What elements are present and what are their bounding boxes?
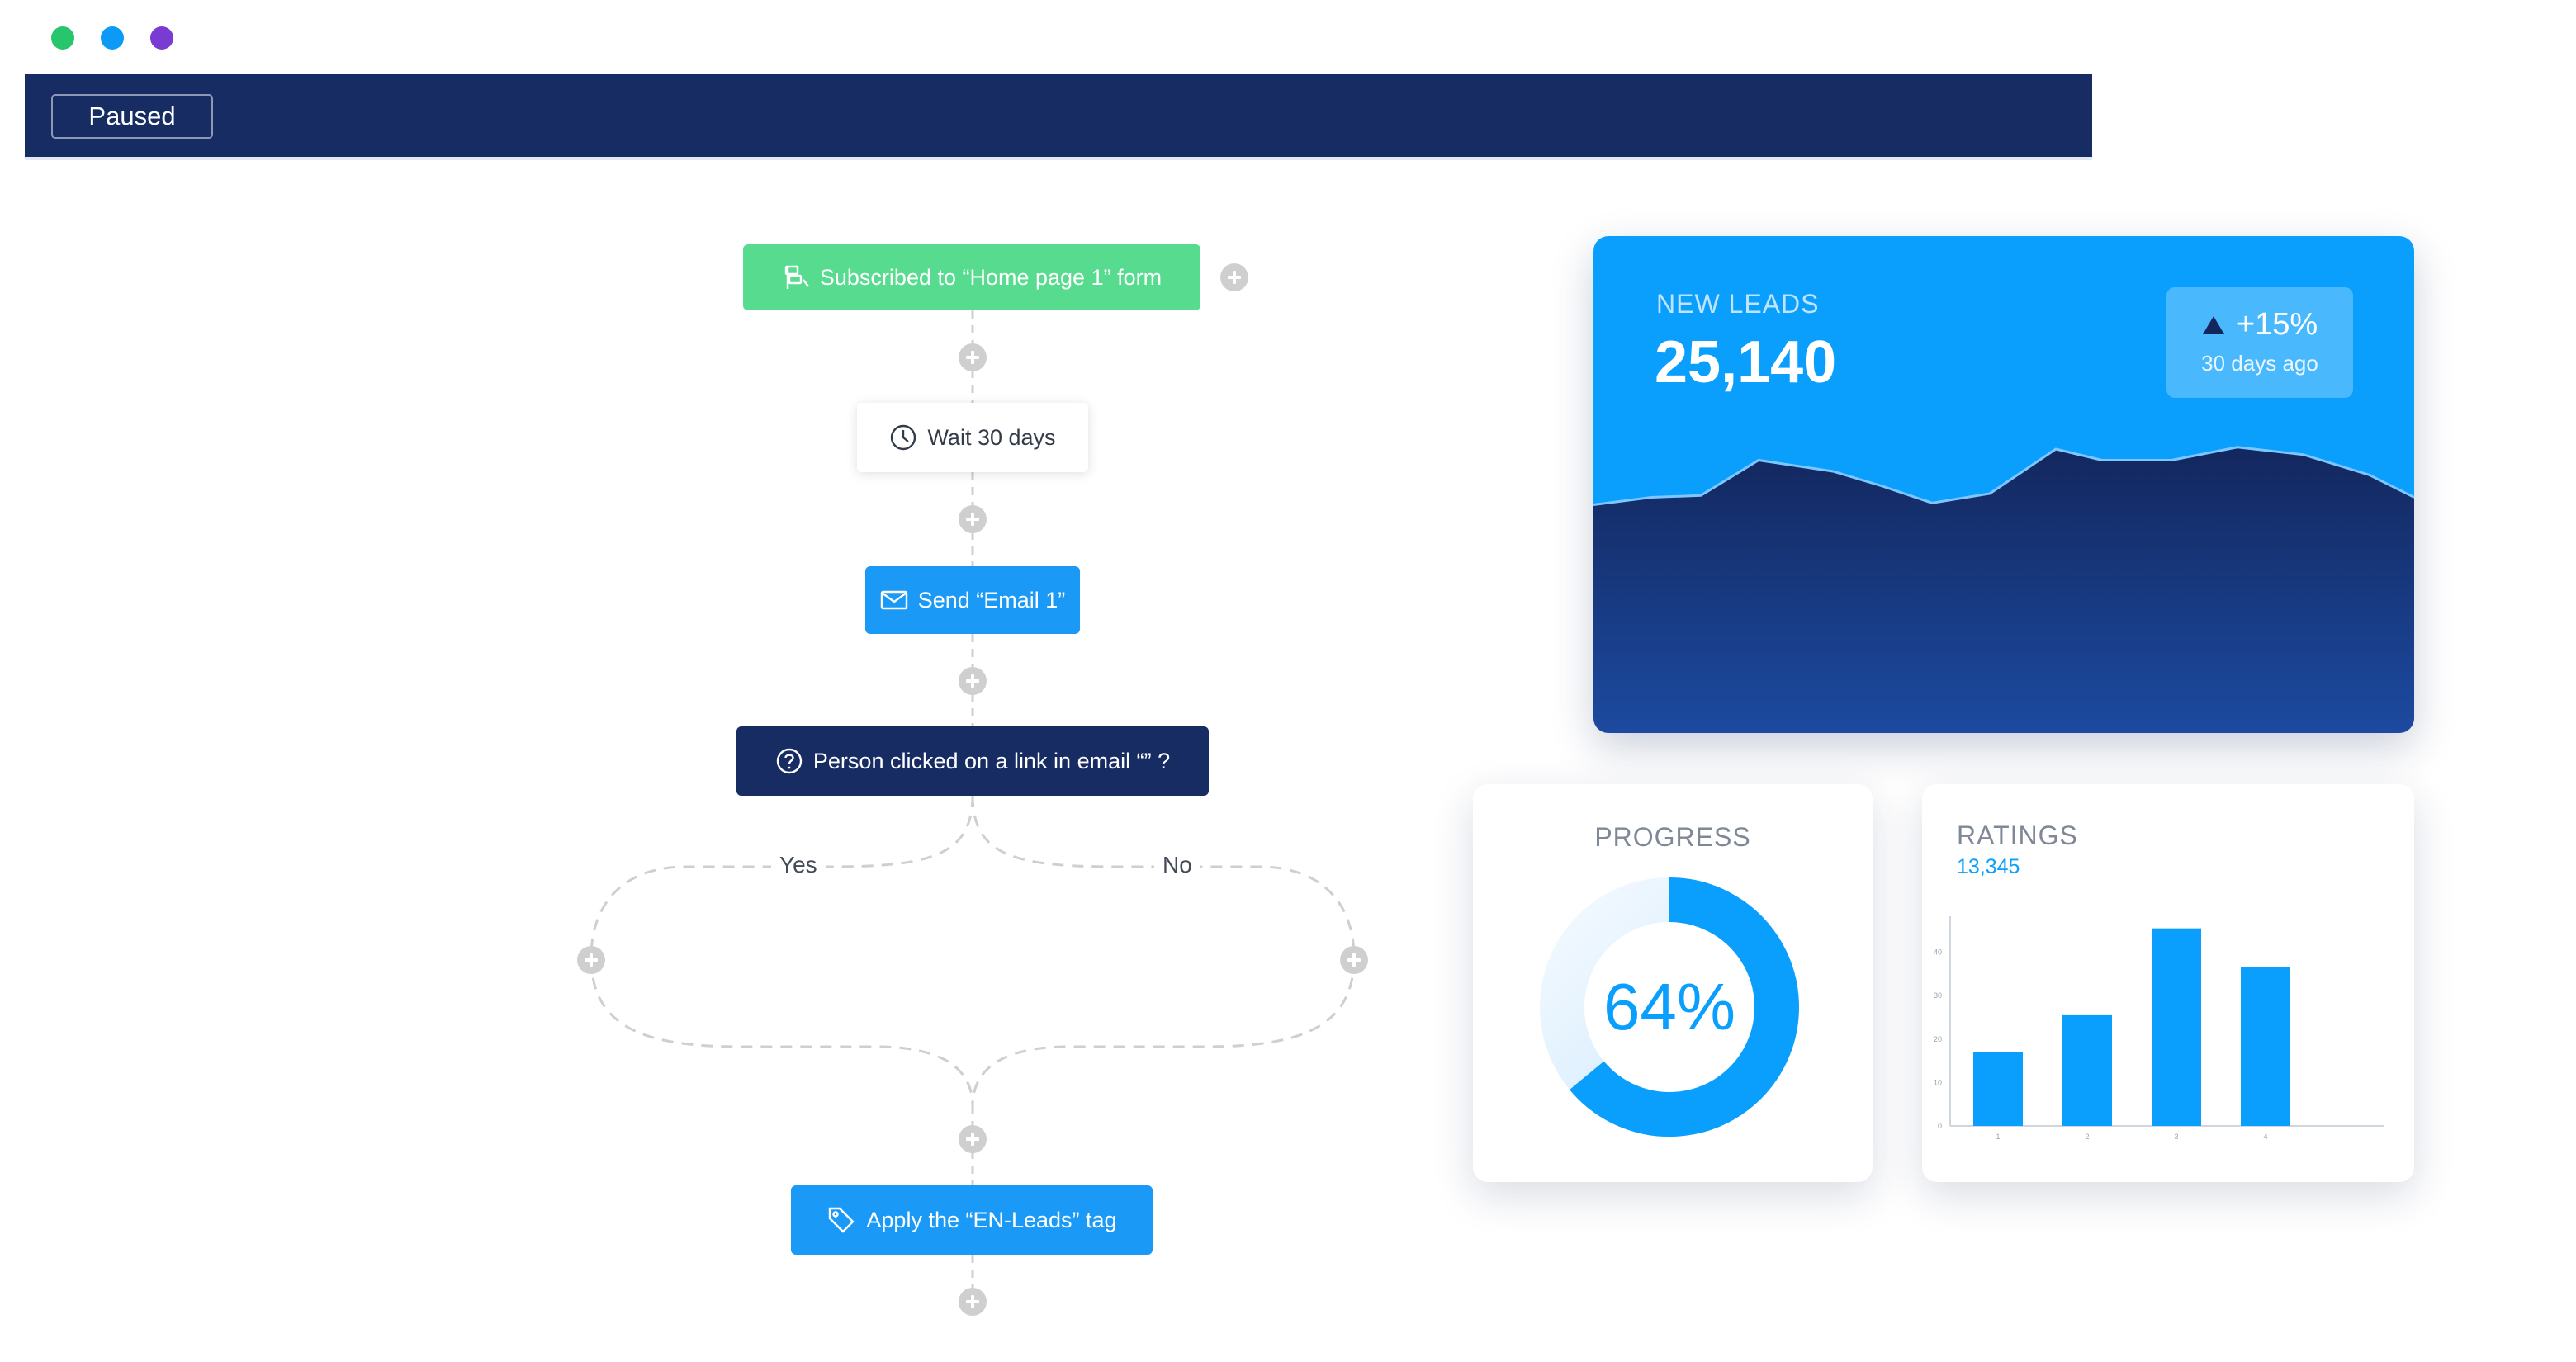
trigger-label: Subscribed to “Home page 1” form <box>819 264 1163 290</box>
wait-node[interactable]: Wait 30 days <box>857 403 1088 472</box>
add-yes-branch-step-button[interactable] <box>577 946 605 974</box>
x-tick-label: 1 <box>1996 1133 2000 1141</box>
y-tick-label: 40 <box>1934 948 1942 957</box>
progress-card: PROGRESS 64% <box>1473 784 1873 1182</box>
rating-bar <box>2062 1014 2112 1126</box>
envelope-icon <box>880 590 907 610</box>
leads-area-chart <box>1593 446 2414 733</box>
top-toolbar: Paused <box>25 74 2092 160</box>
add-step-button[interactable] <box>959 1125 987 1153</box>
send-email-label: Send “Email 1” <box>917 587 1066 612</box>
wait-label: Wait 30 days <box>927 424 1056 450</box>
y-tick-label: 0 <box>1938 1122 1942 1130</box>
add-step-button[interactable] <box>959 505 987 533</box>
workflow-connectors <box>590 310 1356 1314</box>
question-icon <box>776 748 803 774</box>
add-step-button[interactable] <box>959 1288 987 1316</box>
add-step-button[interactable] <box>959 667 987 695</box>
clock-icon <box>891 424 916 451</box>
leads-change-value: +15% <box>2236 307 2318 342</box>
ratings-subtitle: 13,345 <box>1957 855 2020 878</box>
branch-yes-label: Yes <box>771 852 826 878</box>
leads-change-badge: +15% 30 days ago <box>2166 287 2353 398</box>
send-email-node[interactable]: Send “Email 1” <box>865 566 1080 634</box>
leads-change-period: 30 days ago <box>2201 351 2318 376</box>
y-tick-label: 10 <box>1934 1078 1942 1086</box>
progress-value: 64% <box>1603 970 1736 1043</box>
window-dot-blue[interactable] <box>101 26 124 50</box>
ratings-card: 0 10 20 30 40 1 2 3 4 RATINGS 13,345 <box>1922 784 2414 1182</box>
condition-label: Person clicked on a link in email “” ? <box>812 748 1171 773</box>
triangle-up-icon <box>2202 315 2224 334</box>
y-tick-label: 20 <box>1934 1035 1942 1043</box>
ratings-bar-chart: 0 10 20 30 40 1 2 3 4 <box>1934 916 2384 1141</box>
window-dot-purple[interactable] <box>150 26 173 50</box>
leads-area <box>1593 447 2414 733</box>
trigger-node[interactable]: Subscribed to “Home page 1” form <box>743 244 1200 310</box>
condition-node[interactable]: Person clicked on a link in email “” ? <box>736 726 1209 796</box>
add-no-branch-step-button[interactable] <box>1340 946 1368 974</box>
tag-icon <box>829 1207 855 1233</box>
progress-ring <box>1540 877 1799 1137</box>
ratings-title: RATINGS <box>1957 821 2078 850</box>
rating-bar <box>2241 967 2290 1126</box>
branch-no-label: No <box>1154 852 1200 878</box>
new-leads-card: NEW LEADS 25,140 +15% 30 days ago <box>1593 236 2414 733</box>
add-trigger-button[interactable] <box>1220 263 1248 291</box>
paused-status-button[interactable]: Paused <box>51 94 213 139</box>
new-leads-title: NEW LEADS <box>1656 289 1820 319</box>
apply-tag-label: Apply the “EN-Leads” tag <box>866 1207 1117 1232</box>
leads-line <box>1593 446 2414 506</box>
rating-bar <box>1973 1052 2023 1126</box>
window-dot-green[interactable] <box>51 26 74 50</box>
apply-tag-node[interactable]: Apply the “EN-Leads” tag <box>791 1185 1153 1255</box>
form-icon <box>784 265 809 289</box>
y-tick-label: 30 <box>1934 991 1942 1000</box>
x-tick-label: 3 <box>2174 1133 2178 1141</box>
progress-fill-arc <box>1570 877 1799 1137</box>
automation-workflow: Subscribed to “Home page 1” form Wait 30… <box>577 244 1368 1316</box>
new-leads-value: 25,140 <box>1655 329 1837 395</box>
add-step-button[interactable] <box>959 343 987 371</box>
x-tick-label: 2 <box>2085 1133 2089 1141</box>
progress-title: PROGRESS <box>1594 822 1751 852</box>
rating-bar <box>2152 928 2201 1126</box>
x-tick-label: 4 <box>2263 1133 2267 1141</box>
